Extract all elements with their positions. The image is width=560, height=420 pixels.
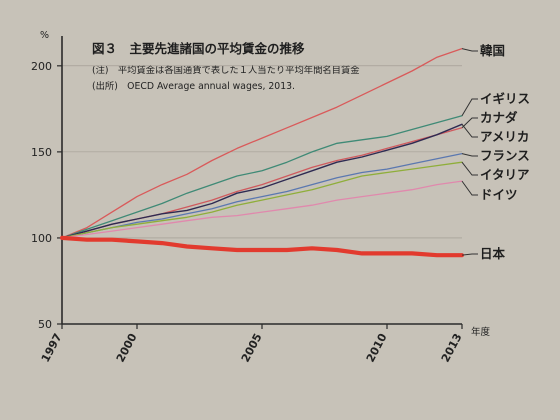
series-line-ドイツ [61, 180, 463, 239]
y-tick-label: 200 [31, 60, 52, 73]
x-axis-label: 年度 [471, 326, 491, 338]
series-line-カナダ [61, 127, 463, 239]
series-label: ドイツ [480, 187, 518, 202]
series-label: 韓国 [480, 43, 505, 58]
series-label: フランス [480, 148, 530, 163]
series-line-日本 [59, 235, 465, 258]
series-line-韓国 [61, 47, 463, 239]
y-tick-label: 50 [38, 318, 52, 331]
y-tick-label: 150 [31, 146, 52, 159]
leader-line [461, 117, 478, 129]
chart-source: (出所) OECD Average annual wages, 2013. [92, 80, 295, 92]
series-label: カナダ [480, 110, 518, 125]
series-label: イタリア [480, 167, 530, 182]
series-label: イギリス [480, 91, 530, 106]
leader-line [461, 124, 478, 138]
series-line-イギリス [61, 115, 463, 239]
x-tick-label: 2013 [439, 331, 465, 364]
y-tick-label: 100 [31, 232, 52, 245]
grid [62, 65, 462, 239]
chart-note: (注) 平均賃金は各国通貨で表した１人当たり平均年間名目賃金 [92, 64, 360, 76]
x-tick-label: 2000 [114, 331, 140, 364]
series-lines [59, 47, 465, 258]
x-tick-label: 1997 [39, 331, 65, 364]
series-line-アメリカ [61, 123, 463, 239]
chart-title: 図３ 主要先進諸国の平均賃金の推移 [92, 41, 305, 56]
series-label: アメリカ [480, 129, 529, 144]
leader-line [461, 153, 478, 157]
leader-line [461, 98, 478, 116]
y-axis-unit: % [40, 30, 49, 41]
leader-line [461, 48, 478, 52]
title-block: 図３ 主要先進諸国の平均賃金の推移 (注) 平均賃金は各国通貨で表した１人当たり… [92, 41, 360, 92]
series-line-フランス [61, 152, 463, 239]
leader-line [461, 180, 478, 196]
x-tick-label: 2010 [364, 331, 390, 364]
series-line-イタリア [61, 161, 463, 239]
x-tick-label: 2005 [239, 331, 265, 364]
series-label: 日本 [480, 246, 506, 261]
leader-line [461, 253, 478, 256]
leader-line [461, 161, 478, 176]
